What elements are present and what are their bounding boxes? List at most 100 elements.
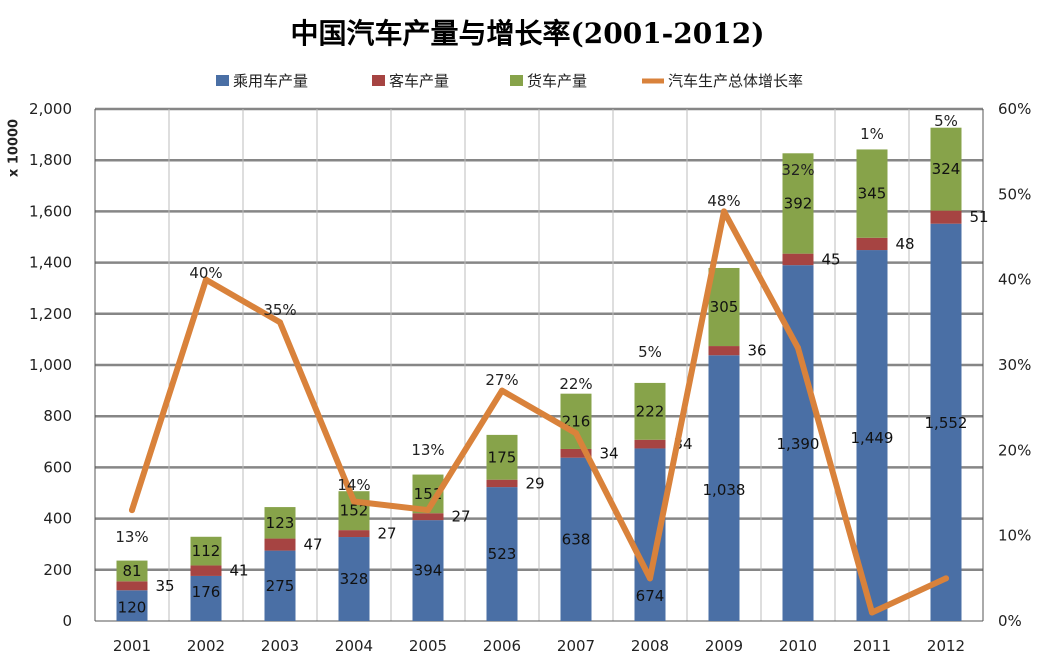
bar-value-label: 324 (932, 160, 961, 178)
bar-value-label: 34 (599, 444, 618, 462)
bar-value-label: 35 (155, 577, 174, 595)
bar-segment (930, 127, 962, 211)
bar-segment (782, 153, 814, 254)
bar-value-label: 48 (895, 235, 914, 253)
y-tick-label: 1,000 (29, 356, 72, 374)
growth-rate-point (351, 498, 357, 505)
bar-value-label: 27 (377, 525, 396, 543)
bar-value-label: 45 (821, 250, 840, 268)
growth-rate-point (129, 507, 135, 514)
bar-segment (338, 537, 370, 621)
growth-rate-point (943, 575, 949, 582)
bar-value-label: 41 (229, 562, 248, 580)
legend-label: 客车产量 (389, 72, 449, 90)
bar-segment (856, 149, 888, 238)
x-tick-label: 2002 (187, 637, 225, 655)
bar-segment (190, 575, 222, 621)
growth-rate-point (425, 507, 431, 514)
x-tick-label: 2005 (409, 637, 447, 655)
growth-rate-label: 48% (707, 192, 740, 210)
bar-value-label: 1,552 (925, 414, 968, 432)
growth-rate-point (869, 609, 875, 616)
bar-segment (116, 590, 148, 621)
growth-rate-point (721, 208, 727, 215)
legend-label: 货车产量 (527, 72, 587, 90)
bar-segment (856, 250, 888, 621)
x-tick-label: 2006 (483, 637, 521, 655)
bar-value-label: 36 (747, 342, 766, 360)
bar-segment (338, 530, 370, 538)
growth-rate-label: 35% (263, 301, 296, 319)
bar-segment (264, 507, 296, 539)
legend-swatch (510, 75, 523, 86)
y-tick-label: 200 (43, 561, 72, 579)
growth-rate-label: 27% (485, 371, 518, 389)
bar-value-label: 1,390 (777, 435, 820, 453)
y2-tick-label: 0% (998, 612, 1022, 630)
bar-segment (116, 560, 148, 582)
bar-segment (634, 439, 666, 449)
bar-value-label: 47 (303, 536, 322, 554)
x-tick-label: 2010 (779, 637, 817, 655)
growth-rate-label: 40% (189, 264, 222, 282)
chart-title: 中国汽车产量与增长率(2001-2012) (290, 17, 765, 50)
y-tick-label: 600 (43, 458, 72, 476)
bar-segment (782, 253, 814, 266)
x-tick-label: 2001 (113, 637, 151, 655)
bar-segment (930, 210, 962, 224)
legend-label: 汽车生产总体增长率 (668, 72, 803, 90)
legend-label: 乘用车产量 (233, 72, 308, 90)
legend-swatch (216, 75, 229, 86)
growth-rate-label: 1% (860, 125, 884, 143)
bar-value-label: 120 (118, 598, 147, 616)
y-tick-label: 1,800 (29, 151, 72, 169)
bar-value-label: 29 (525, 474, 544, 492)
y-tick-label: 1,200 (29, 305, 72, 323)
bar-value-label: 123 (266, 514, 295, 532)
bar-segment (930, 223, 962, 622)
y2-tick-label: 60% (998, 100, 1031, 118)
bar-value-label: 523 (488, 545, 517, 563)
bar-value-label: 328 (340, 570, 369, 588)
bar-value-label: 638 (562, 530, 591, 548)
bar-segment (190, 536, 222, 566)
bar-segment (560, 457, 592, 621)
x-tick-label: 2003 (261, 637, 299, 655)
growth-rate-label: 32% (781, 161, 814, 179)
y-tick-label: 2,000 (29, 100, 72, 118)
bar-value-label: 275 (266, 577, 295, 595)
x-tick-label: 2008 (631, 637, 669, 655)
y-tick-label: 1,400 (29, 254, 72, 272)
bar-segment (116, 581, 148, 591)
bar-value-label: 1,449 (851, 429, 894, 447)
bar-value-label: 81 (122, 562, 141, 580)
bar-value-label: 27 (451, 508, 470, 526)
bar-segment (486, 434, 518, 480)
bar-value-label: 345 (858, 185, 887, 203)
bar-value-label: 222 (636, 402, 665, 420)
bar-segment (708, 355, 740, 621)
y-tick-label: 400 (43, 510, 72, 528)
bar-value-label: 112 (192, 542, 221, 560)
bar-segment (412, 513, 444, 521)
y2-tick-label: 20% (998, 441, 1031, 459)
growth-rate-point (795, 344, 801, 351)
y-tick-label: 800 (43, 407, 72, 425)
growth-rate-point (573, 430, 579, 437)
growth-rate-label: 13% (115, 528, 148, 546)
bar-value-label: 51 (969, 208, 988, 226)
bar-value-label: 305 (710, 298, 739, 316)
growth-rate-label: 5% (638, 343, 662, 361)
y2-tick-label: 40% (998, 271, 1031, 289)
bar-segment (486, 487, 518, 621)
y-tick-label: 0 (62, 612, 72, 630)
bar-value-label: 152 (340, 502, 369, 520)
x-tick-label: 2012 (927, 637, 965, 655)
bar-value-label: 394 (414, 562, 443, 580)
bar-value-label: 176 (192, 583, 221, 601)
bar-value-label: 1,038 (703, 481, 746, 499)
growth-rate-label: 22% (559, 375, 592, 393)
y-tick-label: 1,600 (29, 202, 72, 220)
